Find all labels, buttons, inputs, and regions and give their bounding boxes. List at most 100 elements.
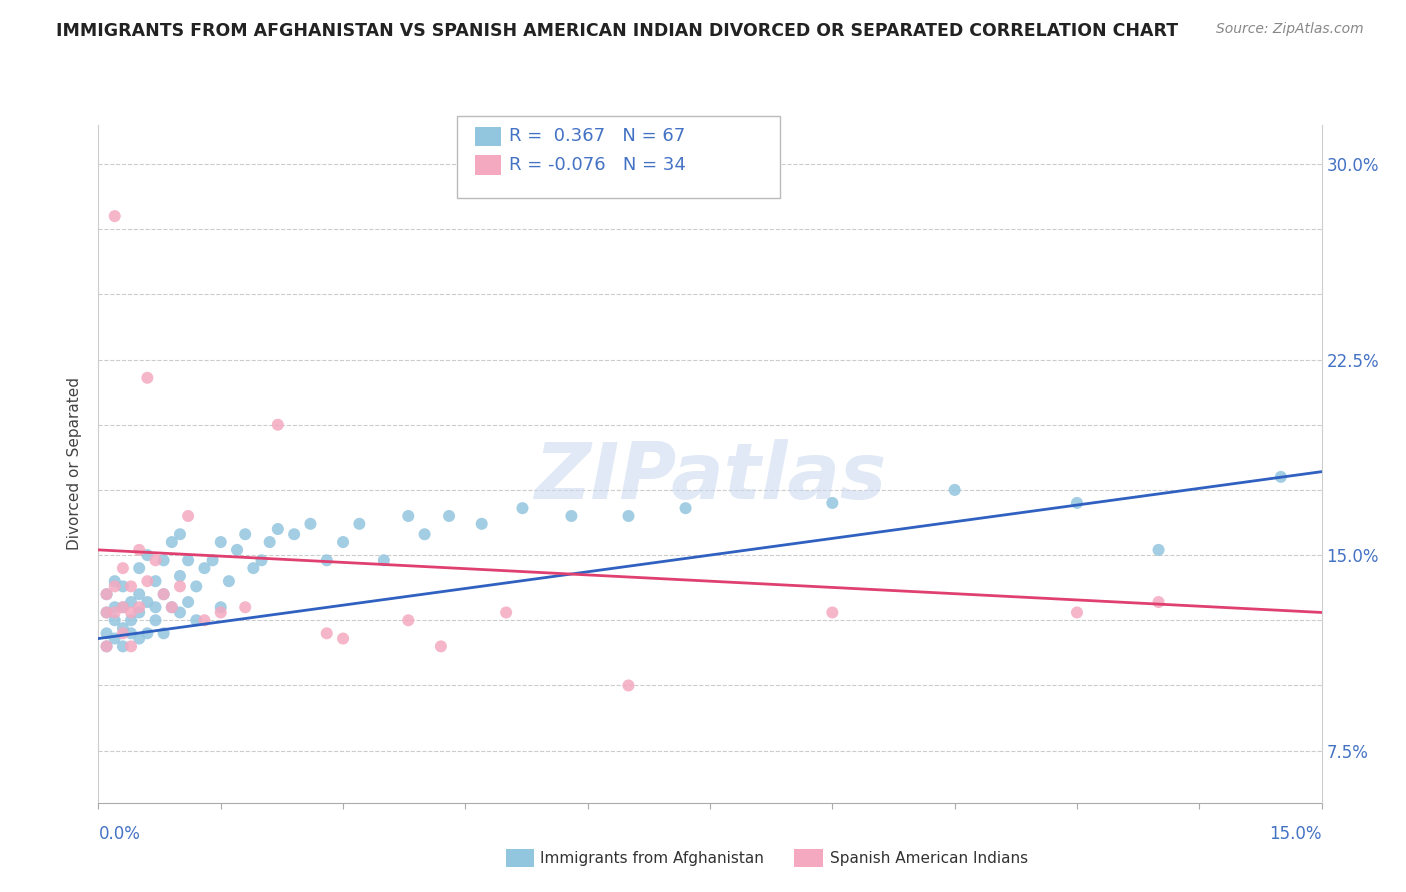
Point: [120, 579, 142, 593]
Point: [332, 632, 354, 646]
Point: [152, 587, 174, 601]
Text: IMMIGRANTS FROM AFGHANISTAN VS SPANISH AMERICAN INDIAN DIVORCED OR SEPARATED COR: IMMIGRANTS FROM AFGHANISTAN VS SPANISH A…: [56, 22, 1178, 40]
Point: [177, 508, 200, 523]
Point: [96, 587, 118, 601]
Point: [128, 542, 150, 557]
Text: Spanish American Indians: Spanish American Indians: [830, 851, 1028, 865]
Point: [136, 595, 159, 609]
Point: [512, 501, 534, 516]
Point: [821, 606, 844, 620]
Point: [96, 606, 118, 620]
Point: [332, 535, 354, 549]
Point: [1270, 470, 1292, 484]
Point: [242, 561, 264, 575]
Point: [396, 508, 419, 523]
Point: [169, 569, 191, 583]
Point: [943, 483, 966, 497]
Point: [233, 600, 256, 615]
Text: R = -0.076   N = 34: R = -0.076 N = 34: [509, 156, 686, 174]
Point: [169, 606, 191, 620]
Point: [267, 522, 290, 536]
Point: [1066, 496, 1088, 510]
Point: [1147, 595, 1170, 609]
Point: [104, 632, 127, 646]
Point: [96, 587, 118, 601]
Point: [1147, 542, 1170, 557]
Point: [104, 600, 127, 615]
Point: [617, 508, 640, 523]
Point: [152, 587, 174, 601]
Point: [186, 579, 208, 593]
Point: [209, 535, 232, 549]
Point: [96, 626, 118, 640]
Point: [104, 574, 127, 589]
Point: [186, 613, 208, 627]
Point: [413, 527, 436, 541]
Point: [315, 553, 337, 567]
Point: [152, 553, 174, 567]
Point: [1066, 606, 1088, 620]
Point: [152, 626, 174, 640]
Point: [145, 553, 167, 567]
Point: [128, 600, 150, 615]
Point: [120, 613, 142, 627]
Point: [177, 553, 200, 567]
Point: [617, 678, 640, 692]
Point: [111, 621, 134, 635]
Point: [111, 640, 134, 654]
Point: [120, 640, 142, 654]
Point: [145, 613, 167, 627]
Point: [104, 613, 127, 627]
Text: Source: ZipAtlas.com: Source: ZipAtlas.com: [1216, 22, 1364, 37]
Point: [145, 600, 167, 615]
Y-axis label: Divorced or Separated: Divorced or Separated: [67, 377, 83, 550]
Point: [96, 606, 118, 620]
Point: [349, 516, 371, 531]
Point: [128, 632, 150, 646]
Point: [177, 595, 200, 609]
Point: [675, 501, 697, 516]
Point: [267, 417, 290, 432]
Point: [111, 600, 134, 615]
Point: [209, 600, 232, 615]
Point: [128, 606, 150, 620]
Point: [226, 542, 249, 557]
Point: [169, 527, 191, 541]
Point: [495, 606, 517, 620]
Text: 0.0%: 0.0%: [98, 825, 141, 843]
Point: [136, 574, 159, 589]
Point: [299, 516, 322, 531]
Point: [396, 613, 419, 627]
Point: [128, 561, 150, 575]
Point: [193, 613, 215, 627]
Point: [111, 579, 134, 593]
Point: [259, 535, 281, 549]
Point: [111, 626, 134, 640]
Point: [209, 606, 232, 620]
Text: 15.0%: 15.0%: [1270, 825, 1322, 843]
Point: [471, 516, 494, 531]
Point: [111, 600, 134, 615]
Text: Immigrants from Afghanistan: Immigrants from Afghanistan: [540, 851, 763, 865]
Point: [111, 561, 134, 575]
Point: [160, 535, 183, 549]
Point: [160, 600, 183, 615]
Point: [373, 553, 395, 567]
Point: [193, 561, 215, 575]
Point: [437, 508, 460, 523]
Point: [136, 548, 159, 562]
Point: [315, 626, 337, 640]
Point: [233, 527, 256, 541]
Point: [104, 606, 127, 620]
Point: [560, 508, 582, 523]
Text: R =  0.367   N = 67: R = 0.367 N = 67: [509, 128, 685, 145]
Point: [218, 574, 240, 589]
Point: [283, 527, 305, 541]
Point: [145, 574, 167, 589]
Point: [821, 496, 844, 510]
Point: [160, 600, 183, 615]
Point: [120, 595, 142, 609]
Point: [104, 579, 127, 593]
Point: [120, 606, 142, 620]
Point: [104, 209, 127, 223]
